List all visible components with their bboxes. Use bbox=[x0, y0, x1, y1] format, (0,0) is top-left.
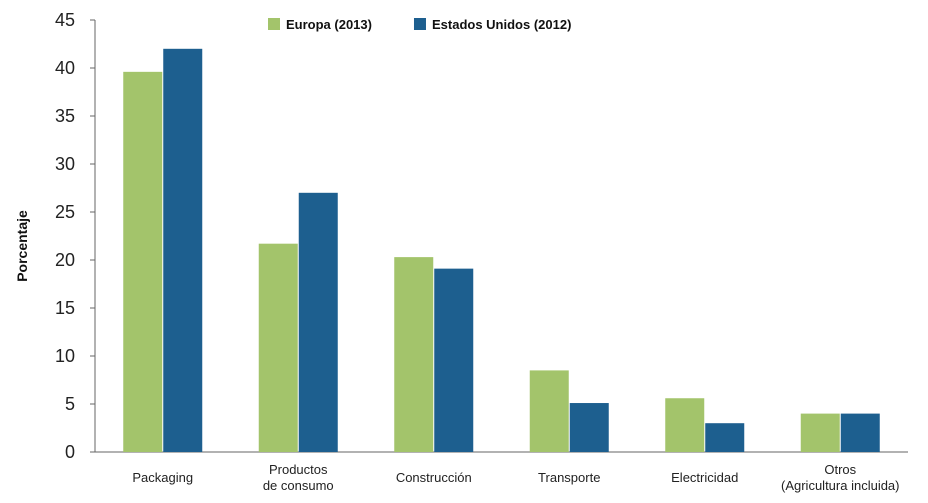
bar-europa bbox=[394, 257, 434, 452]
x-tick-label: Productos de consumo bbox=[263, 462, 334, 493]
x-tick-label: Otros (Agricultura incluida) bbox=[781, 462, 900, 493]
y-axis-label: Porcentaje bbox=[14, 210, 30, 282]
bar-europa bbox=[123, 71, 163, 452]
legend-label: Europa (2013) bbox=[286, 17, 372, 32]
legend-swatch bbox=[413, 18, 426, 30]
x-tick-label: Packaging bbox=[132, 470, 193, 485]
bar-europa bbox=[665, 398, 705, 452]
legend-swatch bbox=[268, 18, 280, 30]
y-tick-label: 40 bbox=[55, 58, 75, 78]
x-tick-label: Construcción bbox=[396, 470, 472, 485]
y-tick-label: 45 bbox=[55, 10, 75, 30]
x-tick-label: Electricidad bbox=[671, 470, 738, 485]
y-tick-label: 5 bbox=[65, 394, 75, 414]
y-tick-label: 15 bbox=[55, 298, 75, 318]
y-tick-label: 35 bbox=[55, 106, 75, 126]
axes bbox=[90, 19, 908, 453]
y-tick-label: 0 bbox=[65, 442, 75, 462]
bar-estados-unidos bbox=[705, 423, 745, 452]
bar-estados-unidos bbox=[434, 268, 474, 452]
bar-europa bbox=[258, 243, 298, 452]
y-tick-label: 20 bbox=[55, 250, 75, 270]
bar-estados-unidos bbox=[840, 413, 880, 452]
legend-label: Estados Unidos (2012) bbox=[432, 17, 571, 32]
legend: Europa (2013) Estados Unidos (2012) bbox=[268, 17, 571, 32]
bar-europa bbox=[529, 370, 569, 452]
y-tick-label: 10 bbox=[55, 346, 75, 366]
bar-europa bbox=[800, 413, 840, 452]
bar-estados-unidos bbox=[569, 403, 609, 452]
x-tick-label: Transporte bbox=[538, 470, 600, 485]
bars bbox=[123, 48, 880, 453]
bar-estados-unidos bbox=[298, 192, 338, 453]
bar-estados-unidos bbox=[163, 48, 203, 453]
labels: 0 5 10 15 20 25 30 35 40 45 Porcentaje Packaging Pro… bbox=[14, 10, 900, 493]
y-tick-label: 25 bbox=[55, 202, 75, 222]
y-tick-label: 30 bbox=[55, 154, 75, 174]
